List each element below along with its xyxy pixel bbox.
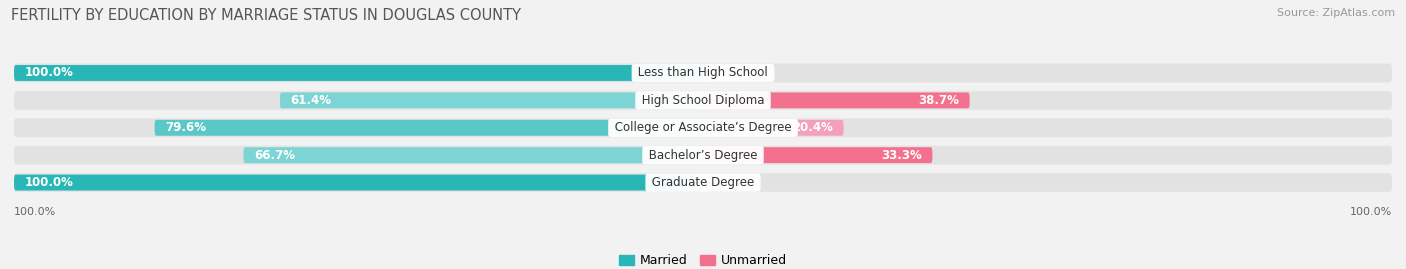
FancyBboxPatch shape [703, 146, 1392, 164]
FancyBboxPatch shape [155, 120, 703, 136]
FancyBboxPatch shape [703, 64, 1392, 82]
FancyBboxPatch shape [14, 63, 1392, 83]
Text: 100.0%: 100.0% [24, 66, 73, 79]
Text: 66.7%: 66.7% [254, 149, 295, 162]
FancyBboxPatch shape [14, 119, 703, 137]
FancyBboxPatch shape [703, 93, 970, 108]
Text: Less than High School: Less than High School [634, 66, 772, 79]
Text: Source: ZipAtlas.com: Source: ZipAtlas.com [1277, 8, 1395, 18]
Text: College or Associate’s Degree: College or Associate’s Degree [610, 121, 796, 134]
Text: 0.0%: 0.0% [713, 66, 742, 79]
FancyBboxPatch shape [14, 173, 1392, 192]
Text: 100.0%: 100.0% [24, 176, 73, 189]
FancyBboxPatch shape [703, 120, 844, 136]
Text: Bachelor’s Degree: Bachelor’s Degree [645, 149, 761, 162]
FancyBboxPatch shape [14, 91, 703, 109]
FancyBboxPatch shape [703, 174, 1392, 192]
FancyBboxPatch shape [14, 64, 703, 82]
Text: 33.3%: 33.3% [882, 149, 922, 162]
FancyBboxPatch shape [14, 145, 1392, 165]
Text: 20.4%: 20.4% [793, 121, 834, 134]
Legend: Married, Unmarried: Married, Unmarried [613, 249, 793, 269]
Text: Graduate Degree: Graduate Degree [648, 176, 758, 189]
FancyBboxPatch shape [14, 118, 1392, 138]
FancyBboxPatch shape [703, 91, 1392, 109]
FancyBboxPatch shape [14, 175, 703, 190]
FancyBboxPatch shape [703, 147, 932, 163]
Text: High School Diploma: High School Diploma [638, 94, 768, 107]
Text: 79.6%: 79.6% [165, 121, 205, 134]
FancyBboxPatch shape [14, 65, 703, 81]
FancyBboxPatch shape [14, 90, 1392, 110]
FancyBboxPatch shape [243, 147, 703, 163]
FancyBboxPatch shape [14, 146, 703, 164]
FancyBboxPatch shape [280, 93, 703, 108]
FancyBboxPatch shape [14, 174, 703, 192]
Text: 38.7%: 38.7% [918, 94, 959, 107]
Text: 100.0%: 100.0% [14, 207, 56, 217]
Text: 100.0%: 100.0% [1350, 207, 1392, 217]
Text: 0.0%: 0.0% [713, 176, 742, 189]
Text: 61.4%: 61.4% [290, 94, 332, 107]
Text: FERTILITY BY EDUCATION BY MARRIAGE STATUS IN DOUGLAS COUNTY: FERTILITY BY EDUCATION BY MARRIAGE STATU… [11, 8, 522, 23]
FancyBboxPatch shape [703, 119, 1392, 137]
